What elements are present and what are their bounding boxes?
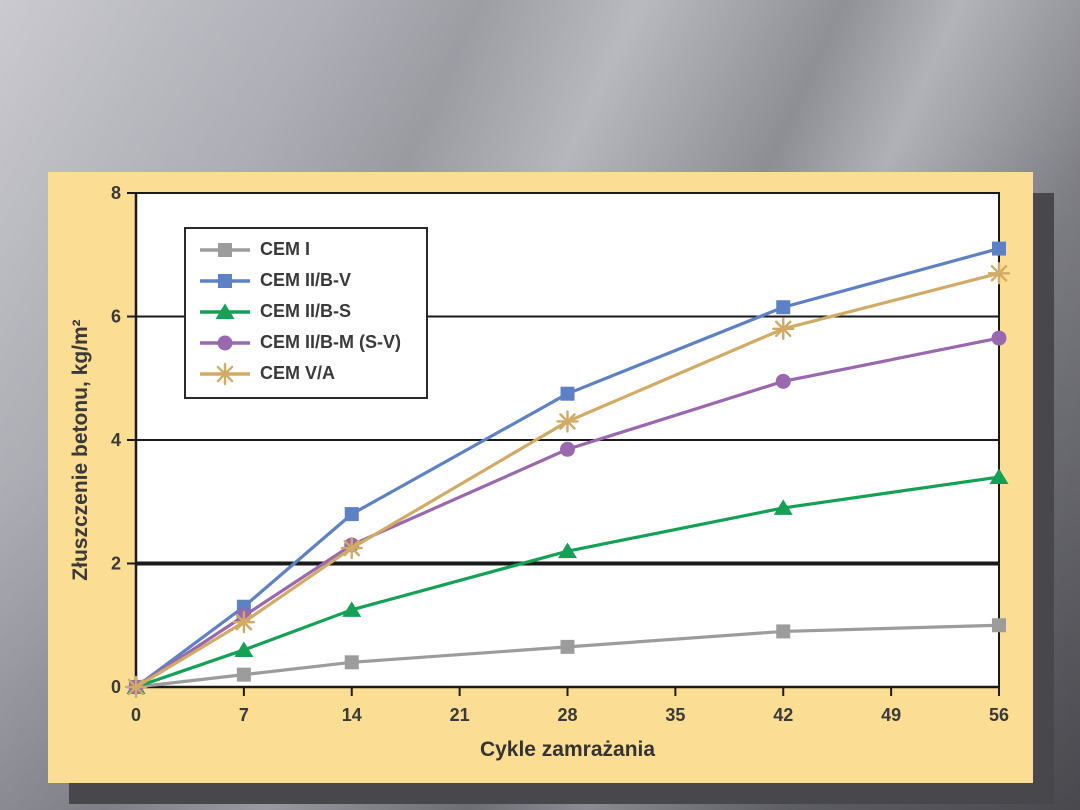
legend-label: CEM II/B-M (S-V) xyxy=(260,332,401,352)
legend-label: CEM II/B-V xyxy=(260,270,352,290)
marker-star xyxy=(340,536,363,560)
x-tick-label-56: 56 xyxy=(989,705,1009,725)
marker-square xyxy=(560,386,575,401)
marker-square xyxy=(992,618,1006,633)
series-line-CEM II/B-M (S-V) xyxy=(135,336,1000,689)
legend-marker-icon xyxy=(200,335,250,350)
x-tick-label-21: 21 xyxy=(450,705,470,725)
marker-circle xyxy=(560,441,575,457)
legend-item: CEM V/A xyxy=(186,358,426,389)
marker-square xyxy=(776,300,791,315)
marker-star xyxy=(124,675,148,699)
x-tick-label-42: 42 xyxy=(773,705,793,725)
marker-star xyxy=(232,610,256,634)
y-tick-label-4: 4 xyxy=(111,430,121,450)
marker-square xyxy=(776,624,791,639)
marker-triangle xyxy=(215,303,235,319)
legend-item: CEM II/B-S xyxy=(186,296,426,327)
x-tick-label-7: 7 xyxy=(239,705,249,725)
x-tick-label-28: 28 xyxy=(557,705,577,725)
marker-square xyxy=(218,273,232,288)
legend-item: CEM II/B-V xyxy=(186,265,426,296)
marker-triangle xyxy=(558,542,577,559)
x-tick-label-49: 49 xyxy=(881,705,901,725)
x-axis-label: Cykle zamrażania xyxy=(479,738,656,761)
marker-square xyxy=(344,655,359,670)
marker-square xyxy=(992,241,1006,256)
marker-square xyxy=(344,507,359,522)
legend: CEM I CEM II/B-V CEM II/B-S CEM II/B-M (S-V… xyxy=(184,227,428,399)
series-line-CEM II/B-S xyxy=(135,475,1000,689)
legend-marker-icon xyxy=(200,303,250,319)
marker-circle xyxy=(775,373,791,389)
x-tick-label-0: 0 xyxy=(131,705,141,725)
legend-label: CEM I xyxy=(260,239,311,259)
legend-label: CEM II/B-S xyxy=(260,301,352,321)
legend-item: CEM II/B-M (S-V) xyxy=(186,327,426,358)
y-tick-label-8: 8 xyxy=(111,183,121,203)
y-tick-label-0: 0 xyxy=(111,677,121,697)
marker-circle xyxy=(991,330,1007,346)
chart-panel: 0 7 14 21 28 35 42 49 56 0 2 4 6 8 Złuszczenie betonu… xyxy=(48,172,1033,783)
marker-square xyxy=(218,242,232,257)
marker-star xyxy=(556,410,579,433)
marker-star xyxy=(213,362,237,385)
x-tick-label-35: 35 xyxy=(665,705,685,725)
series-line-CEM I xyxy=(135,623,1000,689)
x-tick-label-14: 14 xyxy=(342,705,362,725)
legend-marker-icon xyxy=(200,273,250,288)
series-line-CEM V/A xyxy=(135,271,1000,689)
marker-circle xyxy=(217,335,233,350)
marker-triangle xyxy=(342,601,362,617)
y-axis-label: Złuszczenie betonu, kg/m² xyxy=(69,319,92,581)
legend-label: CEM V/A xyxy=(260,363,336,383)
marker-triangle xyxy=(989,468,1009,485)
y-tick-label-6: 6 xyxy=(111,307,121,327)
marker-square xyxy=(560,639,575,654)
legend-marker-icon xyxy=(200,242,250,257)
marker-star xyxy=(987,262,1011,285)
marker-triangle xyxy=(773,499,793,515)
legend-item: CEM I xyxy=(186,234,426,265)
marker-star xyxy=(772,317,795,341)
legend-marker-icon xyxy=(200,362,250,385)
series-line-CEM II/B-V xyxy=(135,247,1000,689)
y-tick-label-2: 2 xyxy=(111,554,121,574)
marker-triangle xyxy=(234,641,254,657)
marker-square xyxy=(236,667,251,682)
